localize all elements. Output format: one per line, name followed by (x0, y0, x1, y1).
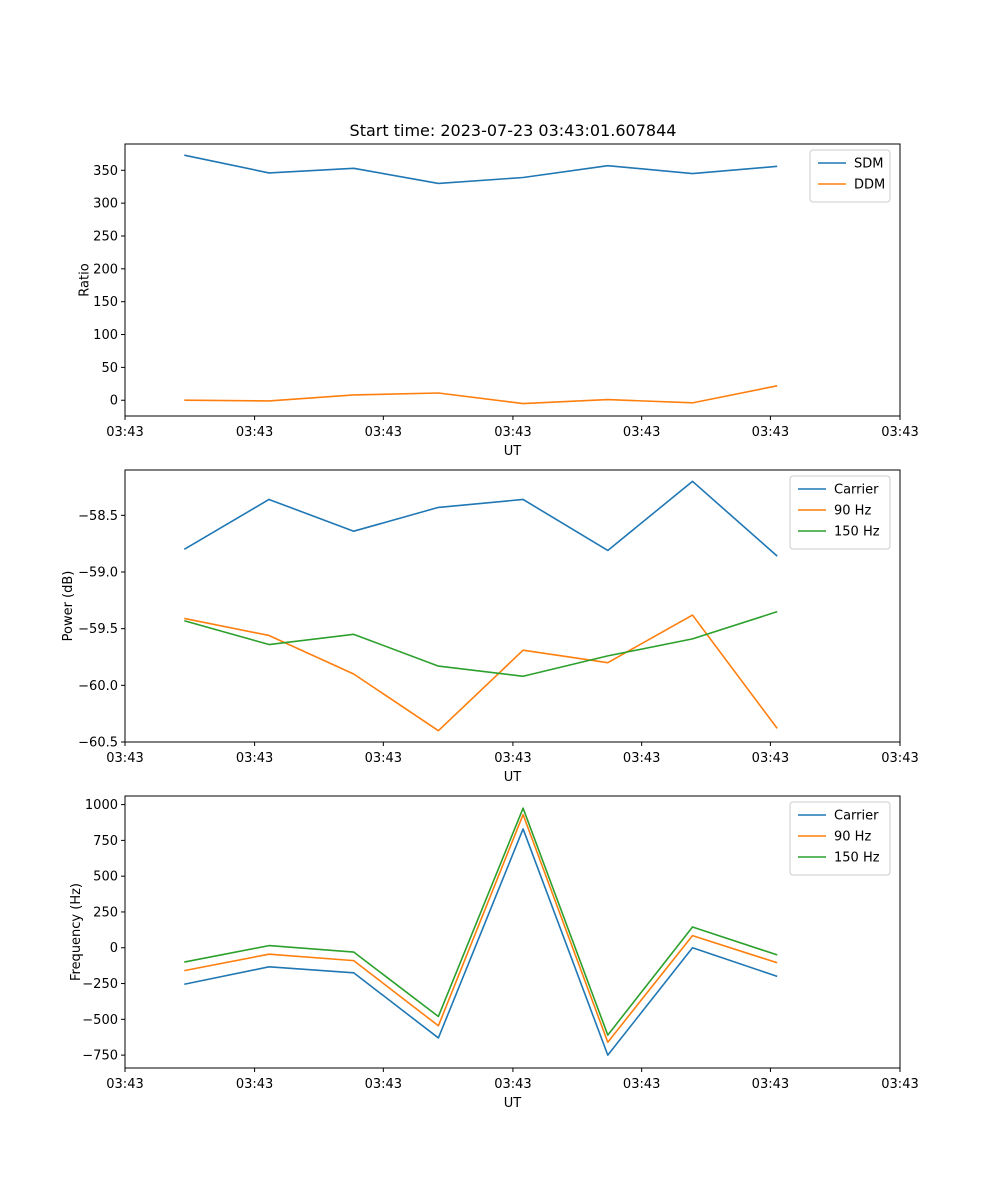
x-tick-label: 03:43 (623, 1077, 660, 1092)
x-tick-label: 03:43 (106, 425, 143, 440)
x-tick-label: 03:43 (365, 751, 402, 766)
legend-entry: 150 Hz (834, 851, 880, 866)
x-tick-label: 03:43 (752, 751, 789, 766)
y-tick-label: 350 (93, 164, 118, 179)
x-tick-label: 03:43 (236, 1077, 273, 1092)
series-line-150-hz (184, 807, 778, 1036)
x-tick-label: 03:43 (106, 751, 143, 766)
x-axis-label: UT (504, 1096, 522, 1111)
series-line-carrier (184, 828, 778, 1056)
y-tick-label: 150 (93, 295, 118, 310)
legend-entry: SDM (854, 157, 883, 172)
y-tick-label: −59.5 (78, 622, 118, 637)
y-tick-label: −58.5 (78, 509, 118, 524)
series-line-90-hz (184, 813, 778, 1044)
legend-entry: Carrier (834, 809, 879, 824)
x-tick-label: 03:43 (881, 425, 918, 440)
legend: Carrier 90 Hz 150 Hz (789, 801, 891, 876)
series-line-carrier (183, 480, 778, 557)
x-axis-label: UT (504, 444, 522, 459)
y-axis-label: Frequency (Hz) (69, 883, 84, 981)
x-tick-label: 03:43 (236, 425, 273, 440)
x-tick-label: 03:43 (365, 425, 402, 440)
y-tick-label: 250 (93, 905, 118, 920)
x-tick-label: 03:43 (365, 1077, 402, 1092)
series-line-150-hz (184, 610, 778, 678)
y-tick-label: 100 (93, 328, 118, 343)
y-tick-label: −59.0 (78, 566, 118, 581)
x-tick-label: 03:43 (752, 425, 789, 440)
subplot-3: 03:43 03:43 03:43 03:43 03:43 03:43 03:43 1000 7… (69, 795, 919, 1111)
y-axis-label: Ratio (77, 263, 92, 296)
y-tick-label: −500 (82, 1013, 118, 1028)
x-tick-label: 03:43 (623, 425, 660, 440)
y-axis-label: Power (dB) (61, 571, 76, 642)
legend-entry: DDM (854, 178, 885, 193)
y-tick-label: −60.5 (78, 736, 118, 751)
subplot-2: 03:43 03:43 03:43 03:43 03:43 03:43 03:43 −58.5… (61, 469, 919, 785)
y-tick-label: 0 (110, 394, 118, 409)
x-tick-label: 03:43 (106, 1077, 143, 1092)
legend-entry: 150 Hz (834, 525, 880, 540)
y-tick-label: 1000 (85, 798, 118, 813)
x-axis-label: UT (504, 770, 522, 785)
series-line-ddm (184, 384, 778, 405)
legend-entry: Carrier (834, 483, 879, 498)
legend: SDM DDM (809, 149, 891, 203)
y-tick-label: −60.0 (78, 679, 118, 694)
legend-entry: 90 Hz (834, 504, 871, 519)
y-tick-label: 750 (93, 834, 118, 849)
y-tick-label: 250 (93, 229, 118, 244)
x-tick-label: 03:43 (494, 751, 531, 766)
series-line-sdm (184, 154, 778, 185)
x-tick-label: 03:43 (752, 1077, 789, 1092)
x-tick-label: 03:43 (623, 751, 660, 766)
y-tick-label: −250 (82, 977, 118, 992)
legend: Carrier 90 Hz 150 Hz (789, 475, 891, 550)
y-tick-label: 0 (110, 941, 118, 956)
y-tick-label: 50 (101, 361, 118, 376)
y-tick-label: −750 (82, 1049, 118, 1064)
subplot-1: 03:43 03:43 03:43 03:43 03:43 03:43 03:43 0 50 10… (77, 143, 919, 459)
x-tick-label: 03:43 (494, 1077, 531, 1092)
y-tick-label: 300 (93, 197, 118, 212)
x-tick-label: 03:43 (494, 425, 531, 440)
y-tick-label: 200 (93, 262, 118, 277)
legend-entry: 90 Hz (834, 830, 871, 845)
x-tick-label: 03:43 (881, 751, 918, 766)
plots-container: 03:43 03:43 03:43 03:43 03:43 03:43 03:43 0 50 10… (61, 143, 919, 1111)
y-tick-label: 500 (93, 870, 118, 885)
x-tick-label: 03:43 (236, 751, 273, 766)
x-tick-label: 03:43 (881, 1077, 918, 1092)
figure-title: Start time: 2023-07-23 03:43:01.607844 (350, 121, 677, 140)
series-line-90-hz (184, 614, 778, 732)
